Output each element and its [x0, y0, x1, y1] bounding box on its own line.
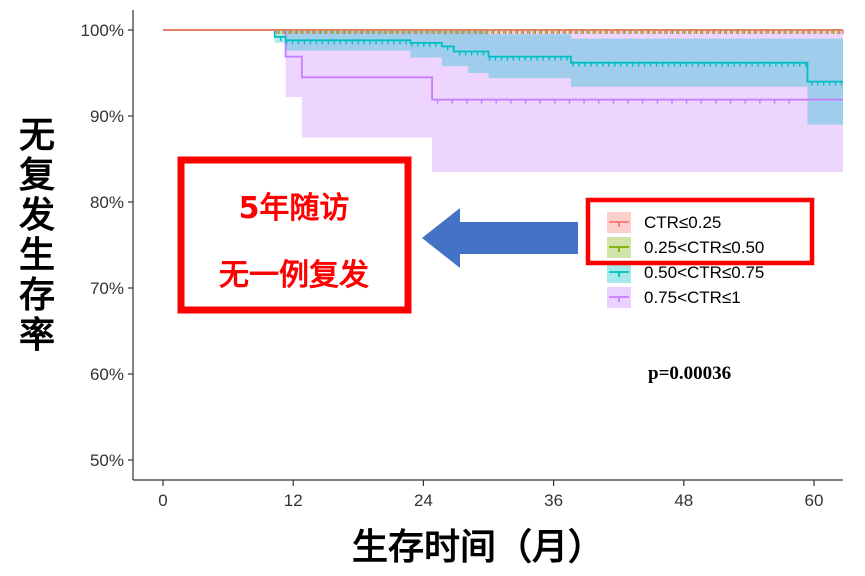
legend-label: 0.25<CTR≤0.50 [644, 238, 764, 257]
legend-label: 0.75<CTR≤1 [644, 288, 741, 307]
x-tick-label: 0 [158, 491, 167, 510]
p-value-label: p=0.00036 [648, 363, 731, 384]
legend-label: CTR≤0.25 [644, 213, 721, 232]
x-tick-label: 48 [674, 491, 693, 510]
legend-label: 0.50<CTR≤0.75 [644, 263, 764, 282]
y-tick-label: 100% [81, 21, 124, 40]
censor-marks [276, 30, 844, 104]
confidence-bands [274, 30, 843, 172]
x-tick-label: 24 [414, 491, 433, 510]
legend: CTR≤0.25 0.25<CTR≤0.50 0.50<CTR≤0.75 0.75<C… [607, 212, 764, 308]
y-tick-label: 60% [90, 365, 124, 384]
y-tick-label: 50% [90, 451, 124, 470]
confidence-band [301, 30, 433, 138]
left-arrow-icon [422, 208, 578, 268]
callout-box [177, 156, 412, 314]
confidence-band [285, 30, 302, 98]
legend-highlight-box [585, 197, 815, 266]
x-tick-label: 12 [284, 491, 303, 510]
y-axis-title: 无复发生存率 [19, 115, 55, 356]
x-tick-label: 36 [544, 491, 563, 510]
callout-line-1: 5年随访 [239, 191, 350, 226]
y-tick-label: 90% [90, 107, 124, 126]
x-axis-title: 生存时间（月） [352, 527, 604, 568]
y-tick-label: 80% [90, 193, 124, 212]
y-tick-label: 70% [90, 279, 124, 298]
callout-line-2: 无一例复发 [219, 258, 369, 293]
confidence-band [441, 30, 468, 67]
x-ticks: 0 12 24 36 48 60 [158, 480, 823, 510]
x-tick-label: 60 [805, 491, 824, 510]
survival-curve [163, 29, 843, 101]
y-ticks: 50% 60% 70% 80% 90% 100% [81, 21, 133, 470]
